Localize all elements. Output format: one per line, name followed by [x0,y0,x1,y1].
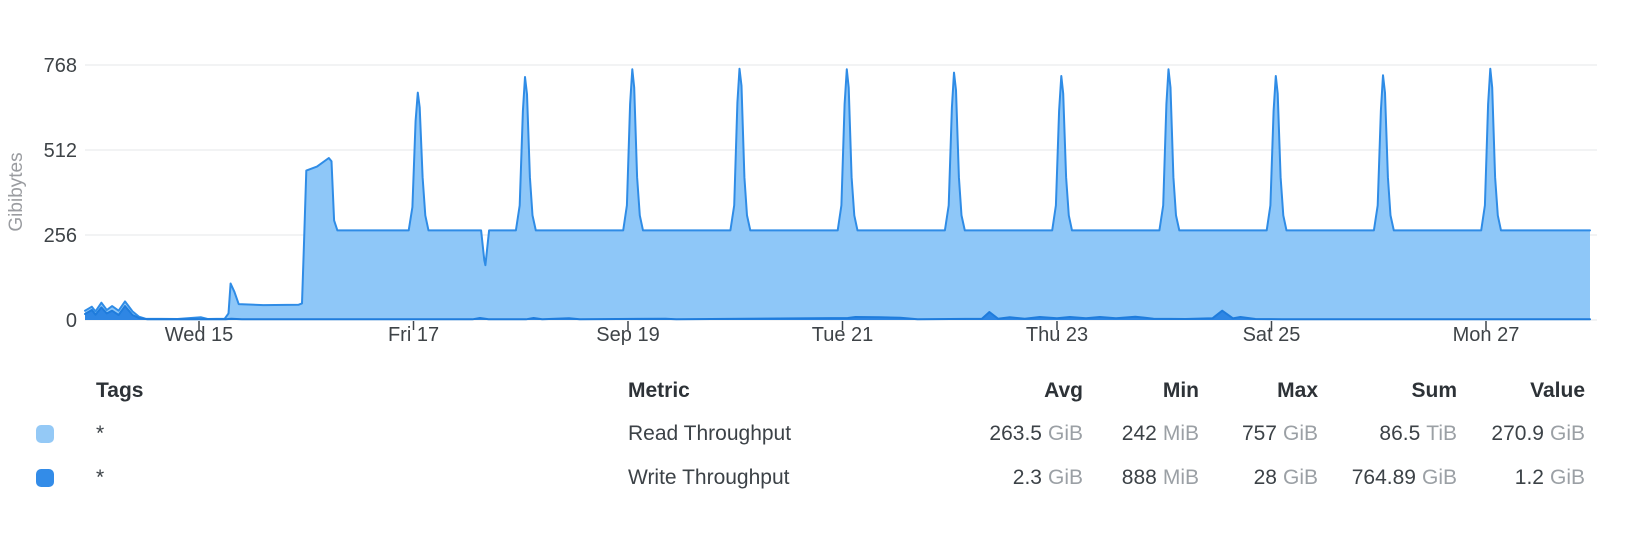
read-max: 757 GiB [1241,422,1318,445]
legend-row-write: * Write Throughput 2.3 GiB 888 MiB 28 GiB 7… [0,456,1628,500]
write-tag: * [96,466,105,489]
legend-header-tags: Tags [96,379,144,402]
x-tick-label-Fri 17: Fri 17 [388,324,439,346]
read-tag: * [96,422,105,445]
write-max: 28 GiB [1253,466,1318,489]
write-sum: 764.89 GiB [1351,466,1457,489]
legend-table: Tags Metric Avg Min Max Sum Value * Read… [0,370,1628,500]
read-throughput-area [85,68,1590,320]
write-min: 888 MiB [1121,466,1199,489]
write-avg: 2.3 GiB [1012,466,1083,489]
legend-header-value: Value [1530,379,1585,402]
y-axis-title: Gibibytes [6,152,27,231]
throughput-chart: 0 256 512 768 Wed 15 Fri 17 Sep 19 Tue 21 Thu 23… [0,0,1628,352]
read-throughput-line [84,67,1591,320]
legend-header-min: Min [1162,379,1199,402]
write-value: 1.2 GiB [1514,466,1585,489]
legend-header-sum: Sum [1411,379,1457,402]
y-tick-label-0: 0 [66,310,77,332]
read-avg: 263.5 GiB [989,422,1083,445]
y-tick-label-768: 768 [44,55,77,77]
x-tick-label-Wed 15: Wed 15 [165,324,234,346]
legend-header-row: Tags Metric Avg Min Max Sum Value [0,370,1628,412]
legend-header-metric: Metric [628,379,690,402]
legend-header-max: Max [1277,379,1318,402]
x-tick-label-Sat 25: Sat 25 [1243,324,1301,346]
write-metric-name: Write Throughput [628,466,790,489]
read-series-swatch[interactable] [36,425,54,443]
x-tick-label-Sep 19: Sep 19 [596,324,659,346]
x-tick-label-Tue 21: Tue 21 [812,324,874,346]
write-throughput-line [84,305,1591,321]
throughput-chart-plot[interactable]: 0 256 512 768 Wed 15 Fri 17 Sep 19 Tue 21 Thu 23… [0,0,1628,352]
legend-header-avg: Avg [1044,379,1083,402]
read-metric-name: Read Throughput [628,422,792,445]
read-sum: 86.5 TiB [1379,422,1457,445]
x-tick-label-Mon 27: Mon 27 [1453,324,1520,346]
y-tick-label-512: 512 [44,140,77,162]
y-tick-label-256: 256 [44,225,77,247]
x-tick-label-Thu 23: Thu 23 [1026,324,1088,346]
read-min: 242 MiB [1121,422,1199,445]
write-series-swatch[interactable] [36,469,54,487]
read-value: 270.9 GiB [1491,422,1585,445]
legend-row-read: * Read Throughput 263.5 GiB 242 MiB 757 GiB… [0,412,1628,456]
